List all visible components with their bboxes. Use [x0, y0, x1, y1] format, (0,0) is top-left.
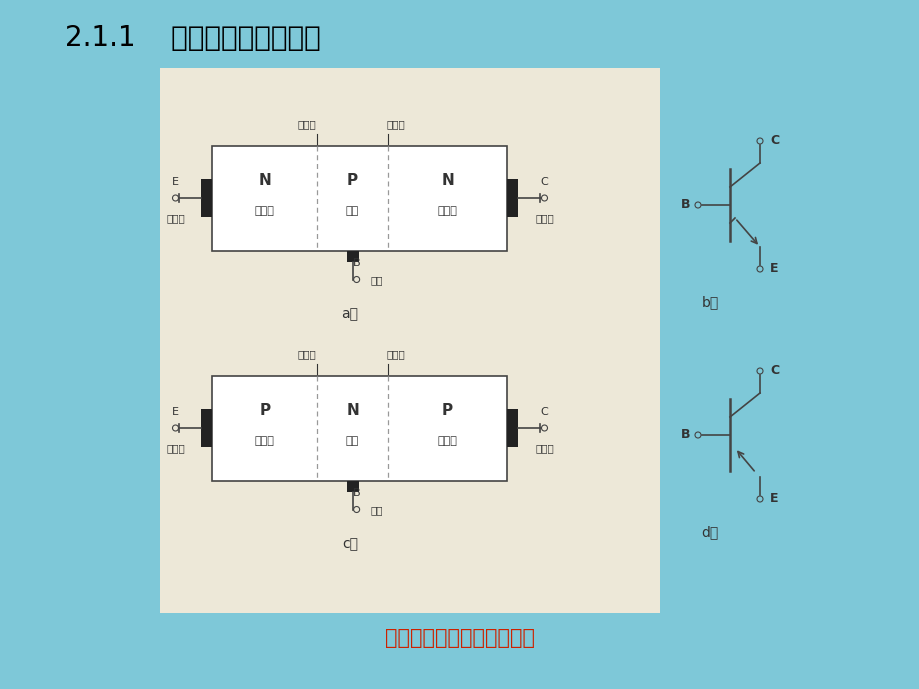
- Text: 2.1.1    晶体管的结构与符号: 2.1.1 晶体管的结构与符号: [65, 24, 321, 52]
- Text: 发射结: 发射结: [298, 349, 316, 360]
- Text: P: P: [441, 402, 453, 418]
- Text: C: C: [769, 134, 778, 147]
- Text: 集电区: 集电区: [437, 205, 457, 216]
- Text: b）: b）: [700, 295, 718, 309]
- Bar: [212, 145, 507, 251]
- Text: P: P: [346, 173, 357, 187]
- Bar: [507, 179, 518, 217]
- Bar: [346, 480, 358, 491]
- Text: C: C: [769, 364, 778, 378]
- Text: 发射结: 发射结: [298, 119, 316, 130]
- Text: 晶体管的结构示意图及符号: 晶体管的结构示意图及符号: [384, 628, 535, 648]
- Text: B: B: [680, 429, 690, 442]
- Text: B: B: [352, 489, 360, 499]
- Text: P: P: [259, 402, 270, 418]
- Text: a）: a）: [341, 307, 358, 322]
- Bar: [346, 251, 358, 262]
- Text: 基极: 基极: [370, 276, 382, 285]
- Bar: [201, 409, 212, 447]
- Text: 发射极: 发射极: [166, 213, 185, 223]
- Text: 发射极: 发射极: [166, 443, 185, 453]
- Text: 基区: 基区: [346, 205, 358, 216]
- Text: B: B: [352, 258, 360, 269]
- Text: E: E: [172, 407, 179, 417]
- Text: N: N: [346, 402, 358, 418]
- Text: C: C: [540, 407, 548, 417]
- Text: 集电结: 集电结: [386, 119, 405, 130]
- Bar: [212, 376, 507, 480]
- Text: 集电极: 集电极: [535, 213, 553, 223]
- Text: E: E: [769, 493, 777, 506]
- Text: 集电区: 集电区: [437, 435, 457, 446]
- Text: 集电极: 集电极: [535, 443, 553, 453]
- Bar: [507, 409, 518, 447]
- Text: C: C: [540, 177, 548, 187]
- Text: 基区: 基区: [346, 435, 358, 446]
- Text: d）: d）: [700, 525, 718, 539]
- Text: 发射区: 发射区: [255, 435, 275, 446]
- Text: N: N: [258, 173, 271, 187]
- Text: 集电结: 集电结: [386, 349, 405, 360]
- Text: 基极: 基极: [370, 506, 382, 515]
- Text: N: N: [441, 173, 453, 187]
- Text: B: B: [680, 198, 690, 212]
- Text: 发射区: 发射区: [255, 205, 275, 216]
- Bar: [160, 68, 659, 613]
- Bar: [201, 179, 212, 217]
- Text: c）: c）: [342, 537, 357, 551]
- Text: E: E: [769, 263, 777, 276]
- Text: E: E: [172, 177, 179, 187]
